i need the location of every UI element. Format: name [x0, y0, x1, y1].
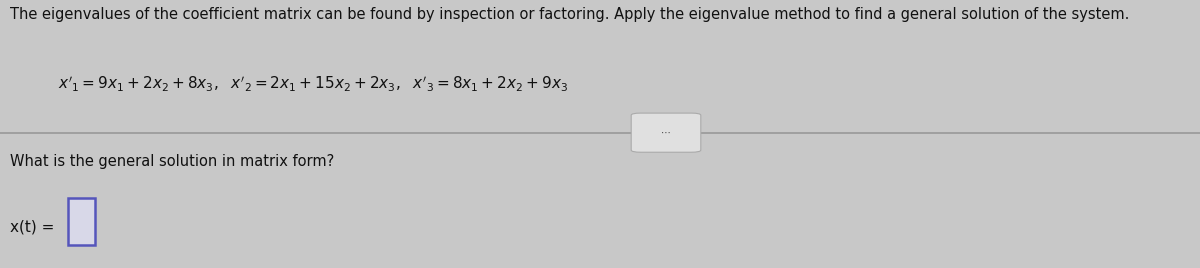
FancyBboxPatch shape — [631, 113, 701, 152]
Text: The eigenvalues of the coefficient matrix can be found by inspection or factorin: The eigenvalues of the coefficient matri… — [10, 7, 1129, 22]
Text: What is the general solution in matrix form?: What is the general solution in matrix f… — [10, 154, 334, 169]
Text: ⋯: ⋯ — [661, 128, 671, 138]
FancyBboxPatch shape — [68, 198, 95, 245]
Text: $x'_1 = 9x_1 + 2x_2 + 8x_3,$$\ \ x'_2 = 2x_1 + 15x_2 + 2x_3,$$\ \ x'_3 = 8x_1 + : $x'_1 = 9x_1 + 2x_2 + 8x_3,$$\ \ x'_2 = … — [58, 75, 568, 94]
Text: x(t) =: x(t) = — [10, 220, 54, 235]
